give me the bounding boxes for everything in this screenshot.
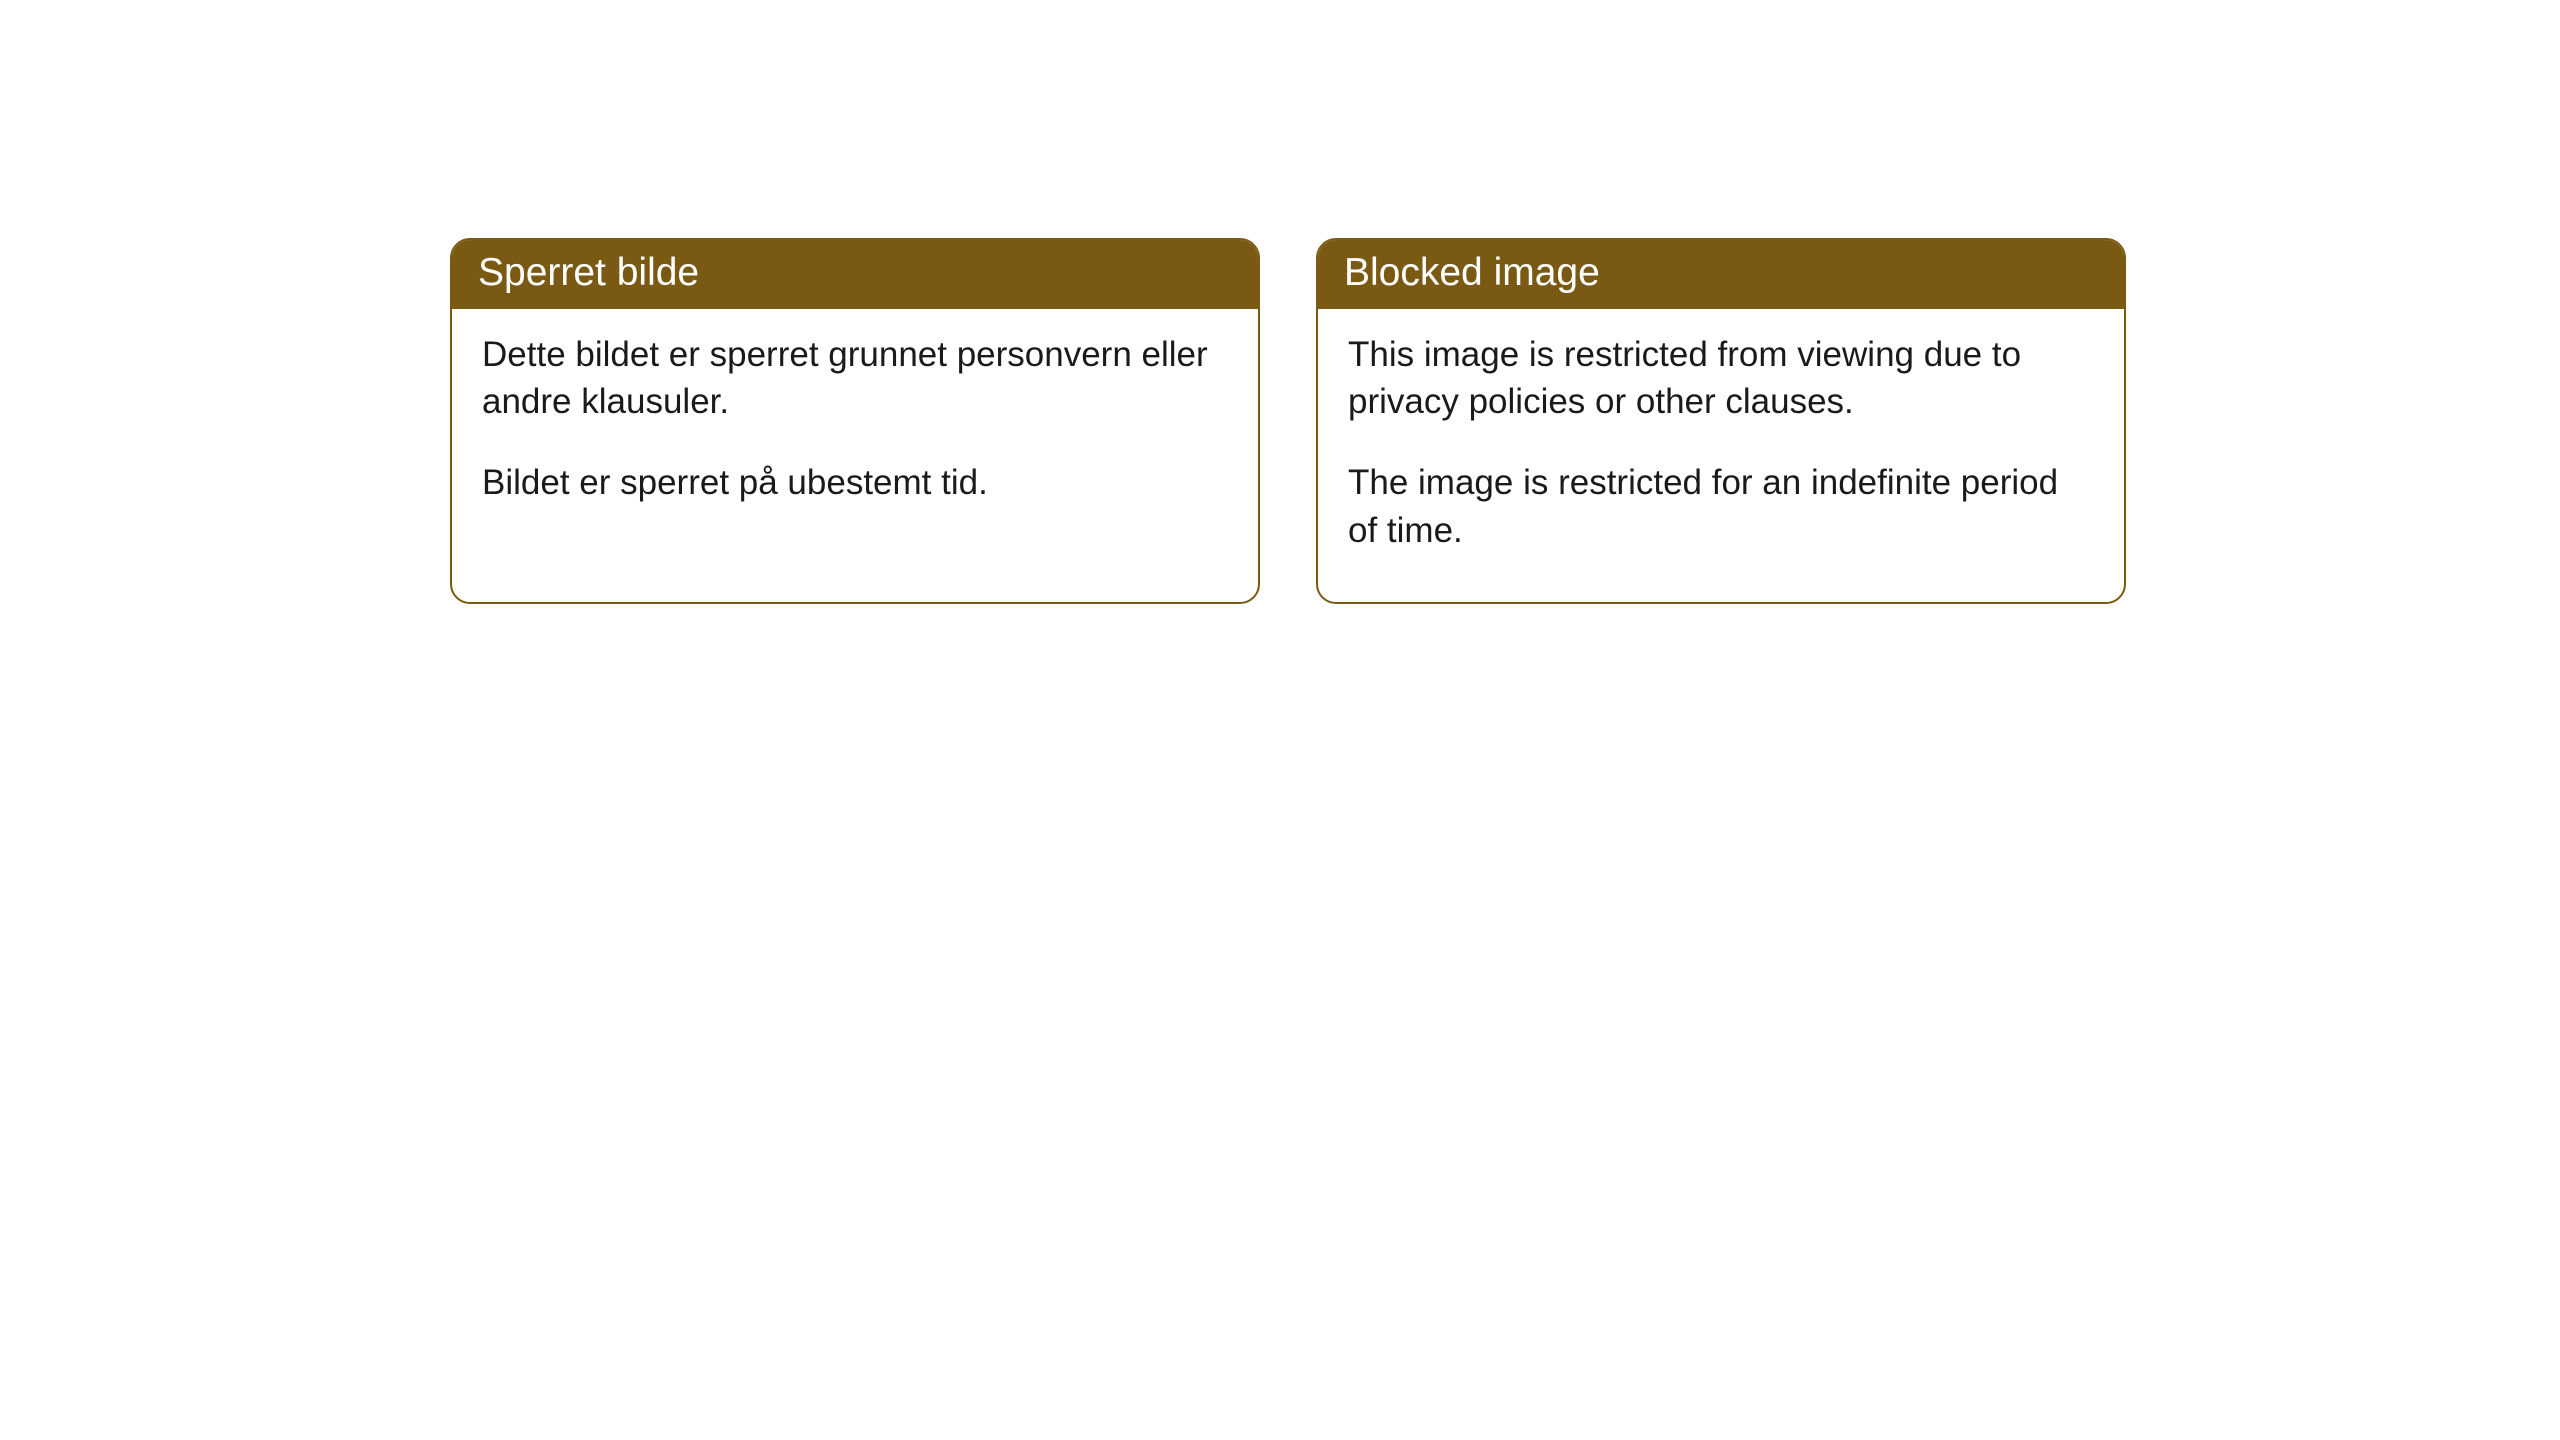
card-paragraph: Bildet er sperret på ubestemt tid.: [482, 459, 1228, 506]
blocked-image-card-english: Blocked image This image is restricted f…: [1316, 238, 2126, 604]
card-title: Blocked image: [1344, 251, 1600, 294]
card-header: Sperret bilde: [452, 240, 1258, 309]
card-paragraph: The image is restricted for an indefinit…: [1348, 459, 2094, 554]
card-paragraph: This image is restricted from viewing du…: [1348, 331, 2094, 426]
card-title: Sperret bilde: [478, 251, 699, 294]
card-body: This image is restricted from viewing du…: [1318, 309, 2124, 602]
card-paragraph: Dette bildet er sperret grunnet personve…: [482, 331, 1228, 426]
card-container: Sperret bilde Dette bildet er sperret gr…: [0, 0, 2560, 604]
blocked-image-card-norwegian: Sperret bilde Dette bildet er sperret gr…: [450, 238, 1260, 604]
card-body: Dette bildet er sperret grunnet personve…: [452, 309, 1258, 555]
card-header: Blocked image: [1318, 240, 2124, 309]
